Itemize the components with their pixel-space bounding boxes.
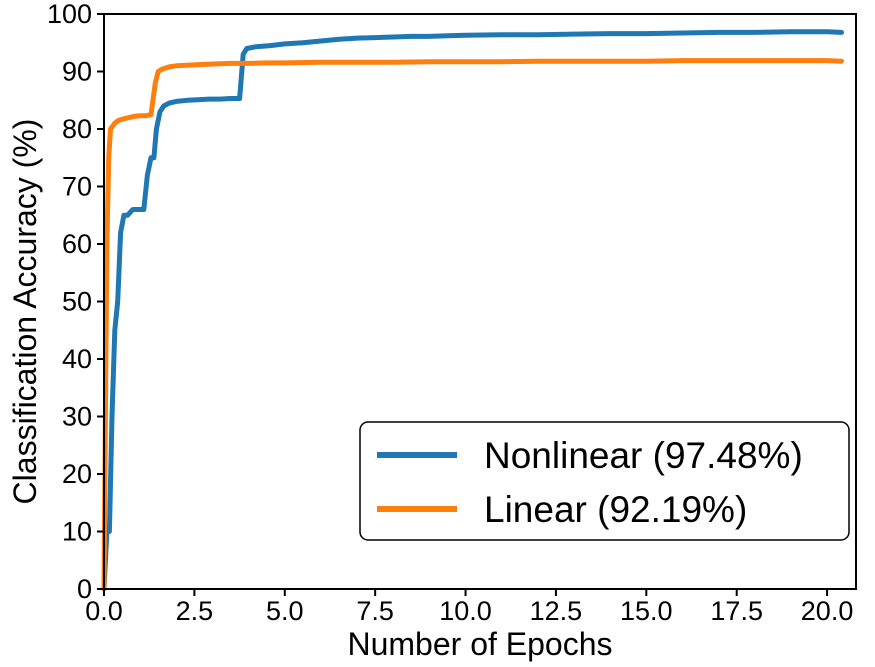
series-line-linear [101, 58, 844, 592]
y-tick-label: 30 [62, 402, 92, 432]
x-tick-label: 7.5 [356, 596, 394, 626]
x-axis-title: Number of Epochs [347, 626, 612, 662]
legend-label-linear: Linear (92.19%) [484, 489, 747, 530]
x-tick-label: 17.5 [710, 596, 763, 626]
y-tick-label: 40 [62, 344, 92, 374]
x-tick-label: 12.5 [530, 596, 583, 626]
x-tick-label: 2.5 [176, 596, 214, 626]
y-axis-title: Classification Accuracy (%) [7, 119, 43, 505]
y-tick-label: 90 [62, 57, 92, 87]
x-tick-label: 15.0 [620, 596, 673, 626]
y-tick-label: 10 [62, 517, 92, 547]
ticks-layer: 0.0 2.5 5.0 7.5 10.0 12.5 15.0 17.5 20.0 0 10 20 30 4… [47, 0, 853, 626]
x-tick-label: 0.0 [85, 596, 123, 626]
x-tick-label: 10.0 [439, 596, 492, 626]
x-tick-label: 20.0 [801, 596, 854, 626]
y-tick-label: 50 [62, 287, 92, 317]
legend-box [359, 421, 850, 541]
y-tick-label: 60 [62, 229, 92, 259]
legend: Nonlinear (97.48%) Linear (92.19%) [359, 421, 850, 541]
legend-label-nonlinear: Nonlinear (97.48%) [484, 435, 803, 476]
y-tick-label: 20 [62, 459, 92, 489]
series-layer [101, 29, 844, 592]
y-tick-label: 70 [62, 172, 92, 202]
x-tick-label: 5.0 [266, 596, 304, 626]
y-tick-label: 80 [62, 114, 92, 144]
series-line-nonlinear [101, 29, 844, 592]
y-tick-label: 0 [77, 574, 92, 604]
y-tick-label: 100 [47, 0, 92, 29]
